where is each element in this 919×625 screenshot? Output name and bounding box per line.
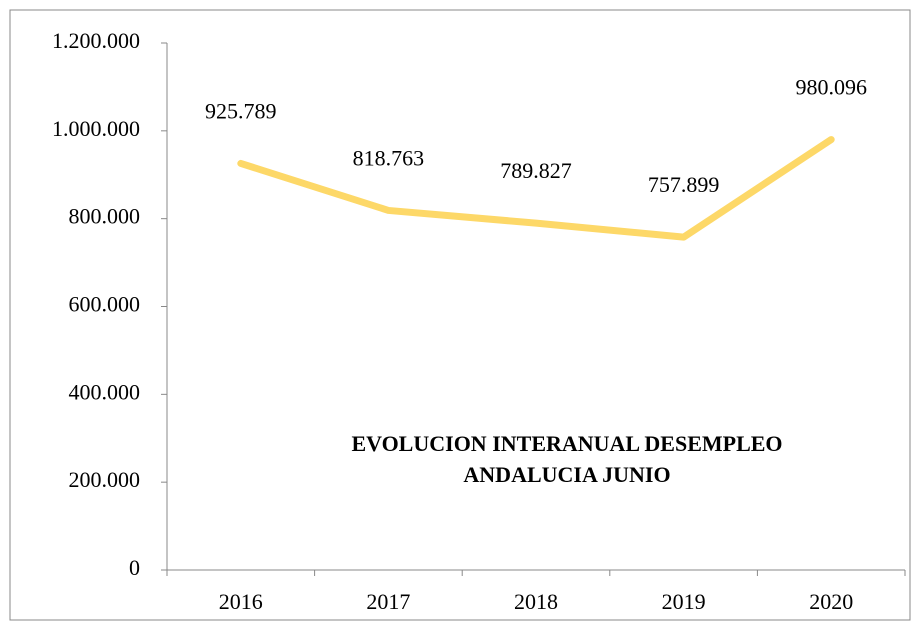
y-tick-label: 0	[129, 555, 140, 580]
x-tick-label: 2020	[809, 589, 853, 614]
y-tick-label: 1.200.000	[52, 28, 140, 53]
x-tick-label: 2019	[662, 589, 706, 614]
x-tick-label: 2018	[514, 589, 558, 614]
chart-title: EVOLUCION INTERANUAL DESEMPLEO ANDALUCIA…	[351, 431, 783, 487]
y-tick-label: 600.000	[69, 292, 141, 317]
y-tick-label: 400.000	[69, 379, 141, 404]
line	[237, 136, 835, 241]
y-tick-label: 200.000	[69, 467, 141, 492]
x-tick-label: 2017	[366, 589, 410, 614]
data-label: 757.899	[648, 172, 720, 197]
data-label: 818.763	[353, 145, 425, 170]
data-label: 789.827	[500, 158, 572, 183]
y-tick-label: 1.000.000	[52, 116, 140, 141]
x-tick-label: 2016	[219, 589, 263, 614]
y-tick-label: 800.000	[69, 204, 141, 229]
data-label: 980.096	[795, 75, 867, 100]
chart-border	[9, 9, 911, 621]
data-label: 925.789	[205, 98, 277, 123]
